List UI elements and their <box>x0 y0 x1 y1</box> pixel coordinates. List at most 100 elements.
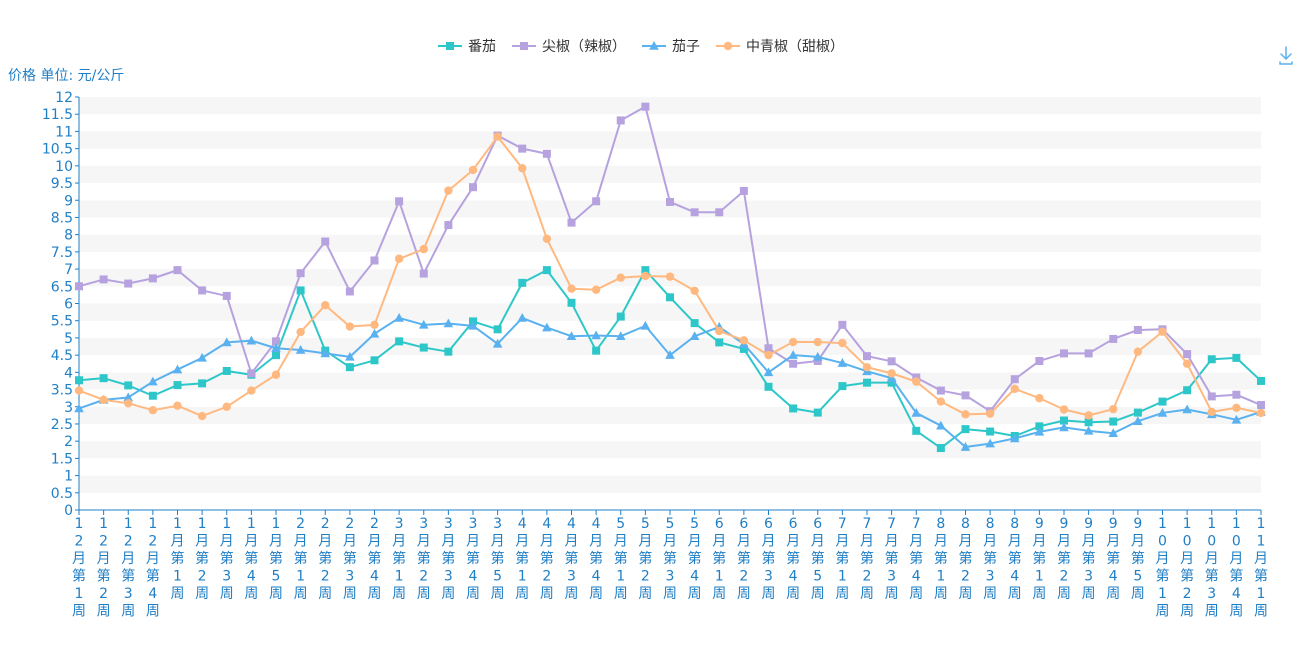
x-tick-label: 1 月第 3 周 <box>220 516 234 602</box>
grid-band <box>79 389 1261 407</box>
data-point <box>173 401 182 410</box>
x-tick-label: 9 月第 3 周 <box>1082 516 1096 602</box>
data-point <box>591 330 601 340</box>
data-point <box>764 350 773 360</box>
data-point <box>148 391 157 400</box>
data-point <box>838 338 847 348</box>
data-point <box>492 338 503 348</box>
data-point <box>444 221 453 230</box>
data-point <box>75 282 83 291</box>
data-point <box>197 352 207 362</box>
data-point <box>221 337 232 347</box>
data-point <box>1207 407 1216 417</box>
data-point <box>394 254 404 263</box>
x-tick-label: 2 月第 2 周 <box>318 516 332 602</box>
data-point <box>247 386 256 395</box>
series-2 <box>74 312 1266 451</box>
y-tick-label: 4 <box>64 365 73 381</box>
data-point <box>271 370 281 379</box>
y-tick-label: 12 <box>55 90 73 106</box>
x-tick-label: 2 月第 4 周 <box>368 516 382 602</box>
series-3 <box>74 132 1266 421</box>
x-tick-label: 7 月第 2 周 <box>860 516 874 602</box>
data-point <box>518 278 527 287</box>
y-tick-label: 10 <box>55 159 73 175</box>
legend-label: 尖椒（辣椒） <box>542 39 626 55</box>
x-tick-label: 3 月第 4 周 <box>466 516 480 602</box>
x-axis: 1 2 月第 1 周 1 2 月第 2 周 1 2 月第 3 周 1 2 月第 4 周 1 月第 1 周 1 月第 2 周 1 月第 3 周 1… <box>72 509 1268 620</box>
data-point <box>1158 397 1167 406</box>
data-point <box>345 287 354 296</box>
data-point <box>715 208 724 217</box>
x-tick-label: 2 月第 1 周 <box>294 516 308 602</box>
data-point <box>788 337 798 347</box>
data-point <box>469 183 477 192</box>
x-tick-label: 1 0 月第 3 周 <box>1205 516 1219 620</box>
data-point <box>1231 414 1242 424</box>
legend-item-0[interactable]: 番茄 <box>438 38 496 55</box>
data-point <box>1035 393 1044 403</box>
y-tick-label: 3.5 <box>51 383 73 399</box>
data-point <box>99 395 108 405</box>
x-tick-label: 6 月第 5 周 <box>811 516 825 602</box>
data-point <box>419 343 428 352</box>
data-point <box>1109 417 1118 426</box>
data-point <box>665 272 675 281</box>
legend-label: 茄子 <box>672 38 700 55</box>
data-point <box>960 442 971 451</box>
data-point <box>394 312 404 322</box>
data-point <box>222 366 231 375</box>
data-point <box>863 378 871 387</box>
data-point <box>912 426 921 435</box>
x-tick-label: 4 月第 4 周 <box>589 516 603 602</box>
grid-band <box>79 492 1261 510</box>
data-point <box>739 336 749 345</box>
data-point <box>838 382 847 391</box>
data-point <box>148 376 158 386</box>
data-point <box>542 322 552 332</box>
data-point <box>837 358 848 367</box>
data-point <box>739 186 748 195</box>
data-point <box>197 411 207 421</box>
data-point <box>124 381 133 390</box>
download-icon[interactable] <box>1276 44 1296 66</box>
data-point <box>123 392 134 402</box>
legend-item-3[interactable]: 中青椒（甜椒） <box>716 39 844 55</box>
legend-item-2[interactable]: 茄子 <box>642 38 700 55</box>
data-point <box>641 266 650 275</box>
legend-item-1[interactable]: 尖椒（辣椒） <box>512 39 626 55</box>
data-point <box>296 327 305 337</box>
data-point <box>1207 392 1216 401</box>
data-point <box>369 328 380 338</box>
x-tick-label: 9 月第 2 周 <box>1057 516 1071 602</box>
x-tick-label: 6 月第 3 周 <box>762 516 776 602</box>
x-tick-label: 1 月第 1 周 <box>171 516 185 602</box>
data-point <box>641 271 650 281</box>
x-tick-label: 1 0 月第 2 周 <box>1180 516 1194 620</box>
x-tick-label: 1 2 月第 1 周 <box>72 516 86 620</box>
data-point <box>1257 376 1265 385</box>
data-point <box>690 319 699 328</box>
data-point <box>961 391 970 400</box>
data-point <box>246 335 257 345</box>
grid-bands <box>79 97 1261 510</box>
grid-band <box>79 200 1261 218</box>
x-tick-label: 3 月第 2 周 <box>417 516 431 602</box>
data-point <box>148 274 157 283</box>
x-tick-label: 1 月第 4 周 <box>244 516 258 602</box>
data-point <box>567 218 576 227</box>
y-tick-label: 6 <box>64 297 73 313</box>
y-tick-label: 0.5 <box>51 486 73 502</box>
legend-label: 中青椒（甜椒） <box>746 39 844 55</box>
data-point <box>272 337 280 346</box>
data-point <box>75 376 83 385</box>
data-point <box>1108 428 1119 438</box>
data-point <box>812 351 823 361</box>
x-tick-label: 4 月第 1 周 <box>515 516 529 602</box>
x-tick-label: 1 月第 2 周 <box>195 516 209 602</box>
data-point <box>1084 349 1093 358</box>
data-point <box>124 279 133 288</box>
data-point <box>271 343 281 353</box>
data-point <box>1009 433 1020 443</box>
data-point <box>296 286 305 295</box>
